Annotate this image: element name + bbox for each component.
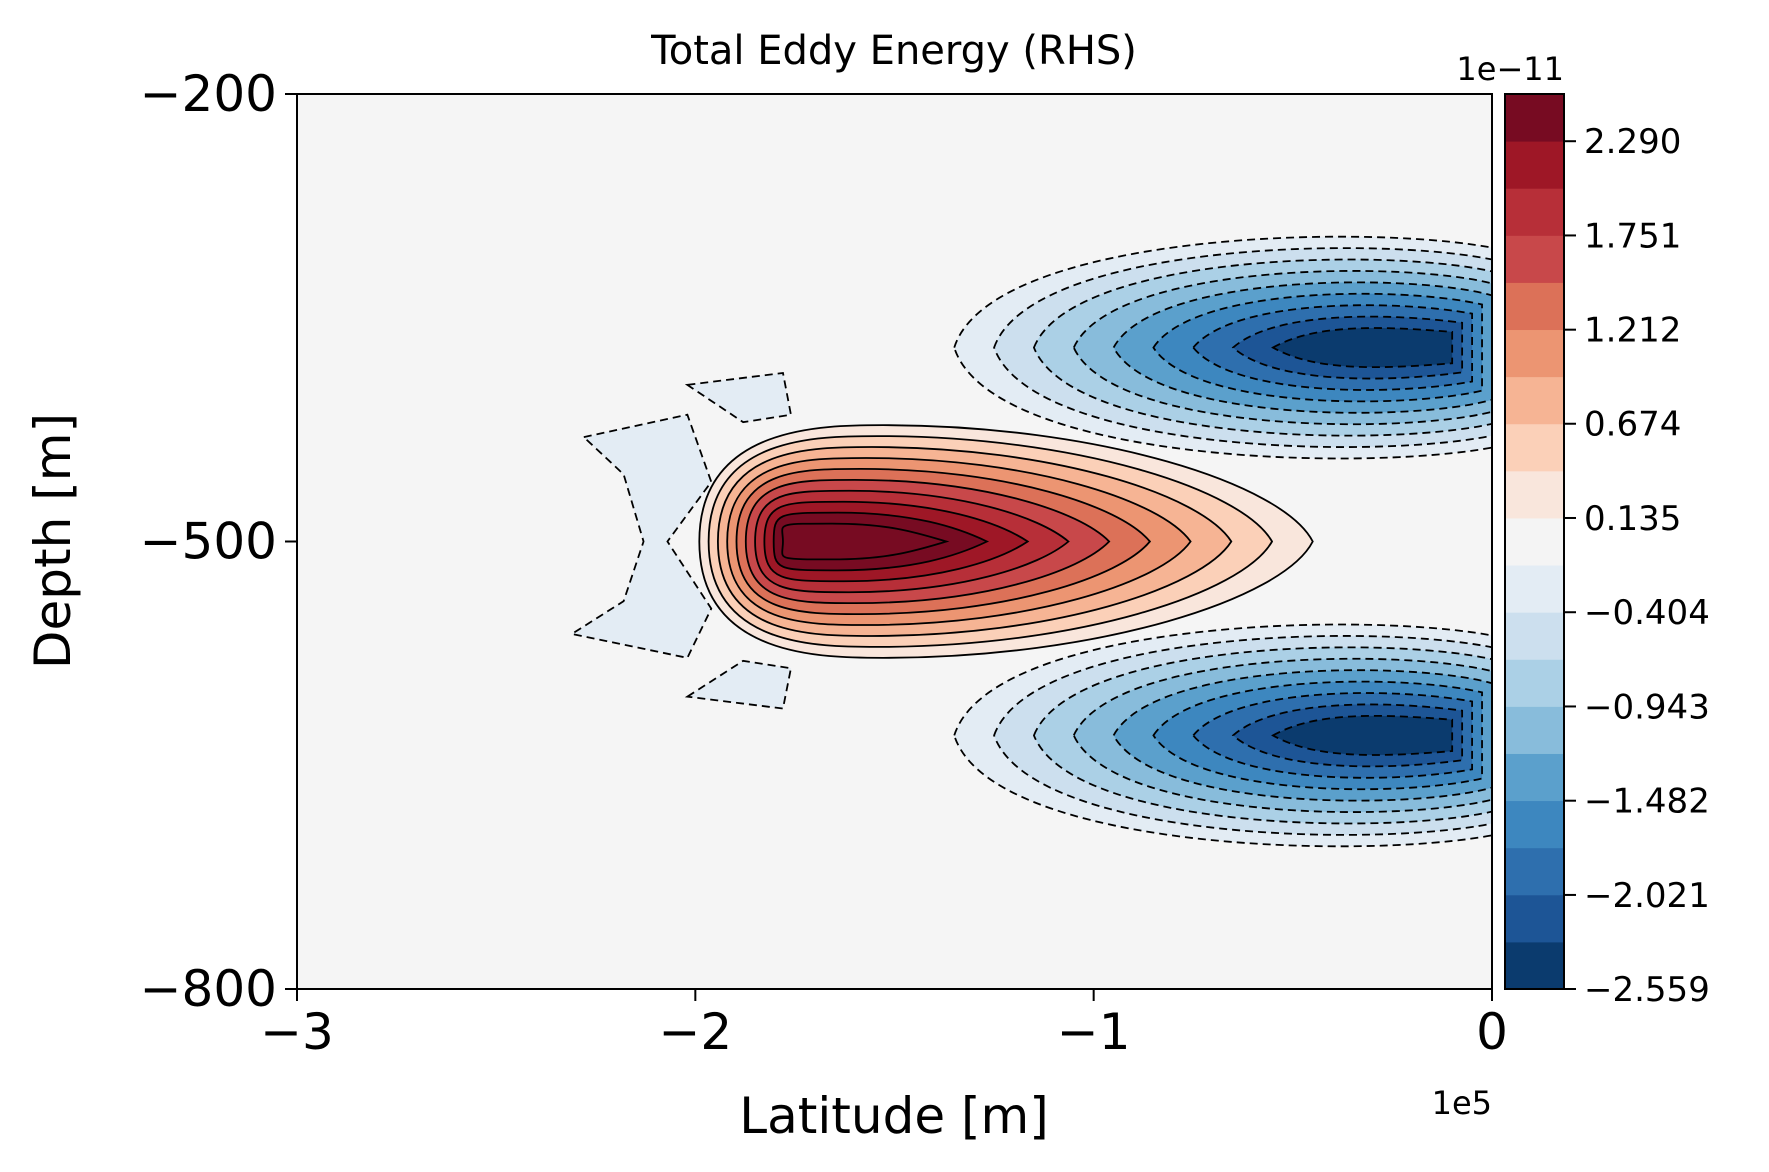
colorbar-band [1505, 753, 1564, 802]
colorbar-tick-label: 2.290 [1584, 122, 1681, 162]
colorbar-band [1505, 376, 1564, 425]
negative-contour-line [1152, 680, 1483, 791]
x-tick-label: 0 [1476, 1003, 1508, 1061]
colorbar-band [1505, 941, 1564, 990]
negative-contour-band [1272, 328, 1453, 368]
positive-contour-line [763, 500, 1030, 583]
colorbar-band [1505, 612, 1564, 660]
negative-contour-band [571, 414, 712, 658]
positive-contour-line [754, 489, 1070, 594]
colorbar-tick-label: −2.559 [1584, 970, 1710, 1010]
negative-contour-line [1192, 304, 1473, 391]
colorbar-band [1505, 282, 1564, 331]
y-tick-label: −800 [140, 960, 277, 1018]
x-axis-label: Latitude [m] [739, 1087, 1048, 1145]
negative-contour-line [684, 371, 792, 424]
negative-contour-line [684, 659, 792, 710]
negative-contour-band [1272, 715, 1453, 755]
negative-contour-line [1032, 646, 1492, 825]
x-offset-text: 1e5 [1432, 1084, 1492, 1122]
negative-contour-line [1112, 669, 1492, 802]
contour-lines [569, 235, 1492, 848]
positive-contour-line [772, 511, 990, 572]
negative-contour-line [1192, 692, 1473, 779]
colorbar-band [1505, 94, 1564, 142]
negative-contour-line [1231, 703, 1464, 768]
negative-contour-line [1271, 327, 1454, 369]
positive-contour-line [744, 478, 1111, 605]
positive-contour-band [782, 523, 947, 560]
negative-contour-line [993, 247, 1492, 448]
colorbar-tick-label: −0.943 [1584, 687, 1710, 727]
colorbar-frame [1504, 93, 1565, 990]
colorbar-exponent: 1e−11 [1456, 50, 1564, 88]
y-tick-label: −500 [140, 513, 277, 571]
colorbar-band [1505, 141, 1564, 189]
x-ticks: −3 −2 −1 0 [260, 989, 1508, 1061]
positive-contour-line [781, 522, 950, 561]
colorbar-ticks: 2.290 1.751 1.212 0.674 0.135 −0.404 −0.943 −1.… [1564, 122, 1710, 1010]
negative-contour-line [1231, 315, 1464, 380]
x-tick-label: −2 [658, 1003, 732, 1061]
colorbar-tick-label: 0.674 [1584, 405, 1681, 445]
colorbar-tick-label: 1.212 [1584, 311, 1681, 351]
positive-contour-line [698, 424, 1314, 659]
colorbar-bands [1505, 94, 1564, 990]
colorbar-band [1505, 329, 1564, 378]
colorbar-band [1505, 847, 1564, 896]
y-tick-label: −200 [140, 65, 277, 123]
colorbar-band [1505, 706, 1564, 754]
negative-contour-line [569, 413, 713, 659]
chart-title: Total Eddy Energy (RHS) [650, 28, 1137, 74]
positive-contour-line [735, 468, 1152, 615]
negative-contour-line [1112, 281, 1492, 414]
positive-contour-line [717, 446, 1233, 637]
colorbar-band [1505, 565, 1564, 613]
negative-contour-band [687, 660, 791, 709]
negative-contour-line [1152, 292, 1483, 403]
colorbar-band [1505, 894, 1564, 943]
colorbar: 2.290 1.751 1.212 0.674 0.135 −0.404 −0.943 −1.… [1456, 50, 1709, 1010]
positive-contour-line [726, 457, 1192, 626]
negative-contour-line [1032, 258, 1492, 437]
negative-contour-line [953, 623, 1492, 848]
colorbar-tick-label: −2.021 [1584, 876, 1710, 916]
colorbar-band [1505, 188, 1564, 236]
colorbar-tick-label: 1.751 [1584, 216, 1681, 256]
negative-contour-band [687, 372, 791, 423]
colorbar-tick-label: 0.135 [1584, 499, 1681, 539]
y-ticks: −200 −500 −800 [140, 65, 297, 1018]
colorbar-tick-label: −0.404 [1584, 593, 1710, 633]
colorbar-band [1505, 659, 1564, 707]
colorbar-band [1505, 800, 1564, 849]
contour-fills [571, 236, 1492, 847]
colorbar-band [1505, 517, 1564, 566]
colorbar-band [1505, 235, 1564, 283]
y-axis-label: Depth [m] [24, 413, 82, 669]
positive-contour-line [707, 435, 1274, 648]
negative-contour-line [993, 635, 1492, 836]
colorbar-band [1505, 423, 1564, 472]
x-tick-label: −3 [260, 1003, 334, 1061]
colorbar-band [1505, 470, 1564, 519]
colorbar-tick-label: −1.482 [1584, 782, 1710, 822]
negative-contour-line [1271, 714, 1454, 756]
negative-contour-line [953, 235, 1492, 460]
plot-area: −3 −2 −1 0 −200 −500 −800 [140, 65, 1508, 1061]
x-tick-label: −1 [1057, 1003, 1131, 1061]
